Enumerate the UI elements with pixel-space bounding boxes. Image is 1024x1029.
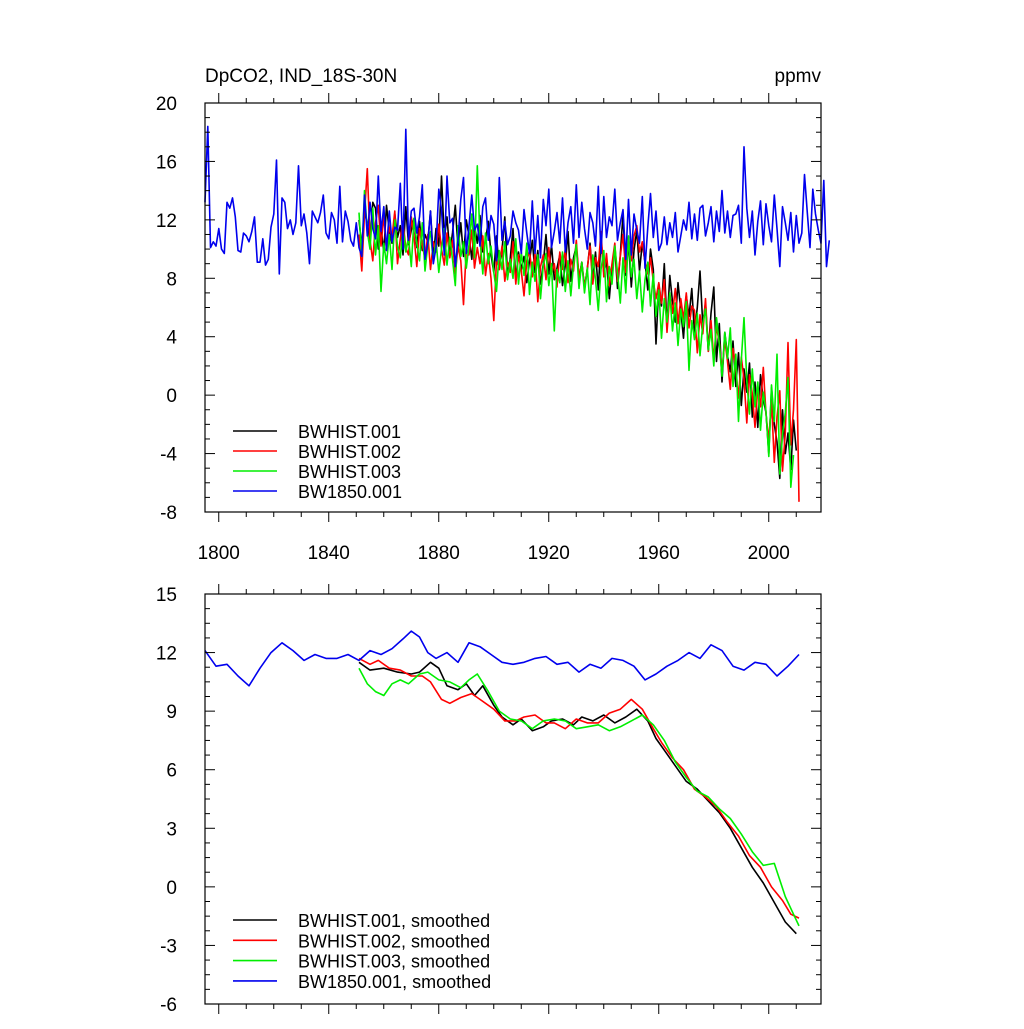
panel-1-y-tick-label: -4 — [160, 445, 177, 466]
panel-1-units: ppmv — [775, 66, 822, 87]
panel-1-y-tick-label: 4 — [166, 328, 177, 349]
panel-2-y-tick-label: 6 — [166, 761, 177, 782]
panel-2-series-bwhist-002-smoothed — [358, 657, 800, 919]
panel-1-legend-label-bw1850-001: BW1850.001 — [298, 482, 402, 502]
panel-1-x-tick-label: 1800 — [198, 543, 240, 564]
panel-1-y-tick-label: 16 — [156, 152, 177, 173]
panel-2-legend-label-bwhist-002-smoothed: BWHIST.002, smoothed — [298, 931, 490, 951]
panel-2-y-tick-label: -6 — [160, 995, 177, 1016]
panel-1-series — [204, 125, 831, 502]
panel-2-y-tick-label: 9 — [166, 702, 177, 723]
panel-1-y-tick-label: -8 — [160, 503, 177, 524]
panel-1-x-tick-label: 2000 — [748, 543, 790, 564]
panel-1-y-tick-label: 8 — [166, 269, 177, 290]
panel-1-y-tick-label: 20 — [156, 94, 177, 115]
panel-2-series-bwhist-003-smoothed — [358, 667, 800, 927]
panel-2-y-tick-label: 3 — [166, 819, 177, 840]
panel-1-legend-label-bwhist-001: BWHIST.001 — [298, 422, 401, 442]
panel-2-y-tick-label: 0 — [166, 878, 177, 899]
panel-1-x-tick-label: 1880 — [418, 543, 460, 564]
panel-1-title: DpCO2, IND_18S-30N — [205, 66, 397, 87]
panel-1-y-tick-label: 0 — [166, 386, 177, 407]
panel-2-y-tick-label: 15 — [156, 585, 177, 606]
panel-2-series-bw1850-001-smoothed — [204, 630, 800, 687]
panel-2-legend-label-bwhist-003-smoothed: BWHIST.003, smoothed — [298, 952, 490, 972]
panel-1-axes: -8 -4 0 4 8 12 16 20 1800 1840 1880 1920 1960 2000 — [156, 93, 822, 564]
panel-1-series-bw1850-001 — [204, 125, 831, 275]
panel-2-axes: -6 -3 0 3 6 9 12 15 — [156, 584, 822, 1016]
panel-1-x-tick-label: 1920 — [528, 543, 570, 564]
panel-2-y-tick-label: 12 — [156, 644, 177, 665]
panel-2-legend-label-bwhist-001-smoothed: BWHIST.001, smoothed — [298, 911, 490, 931]
panel-2-legend-label-bw1850-001-smoothed: BW1850.001, smoothed — [298, 972, 491, 992]
panel-1: DpCO2, IND_18S-30N ppmv -8 -4 0 4 8 12 16 20 180… — [156, 66, 831, 564]
panel-1-x-tick-label: 1840 — [308, 543, 350, 564]
panel-1-legend-label-bwhist-002: BWHIST.002 — [298, 442, 401, 462]
panel-2-y-tick-label: -3 — [160, 936, 177, 957]
panel-2-series-bwhist-001-smoothed — [358, 661, 797, 935]
panel-1-x-tick-label: 1960 — [638, 543, 680, 564]
panel-2-series — [204, 630, 800, 935]
panel-1-legend-label-bwhist-003: BWHIST.003 — [298, 462, 401, 482]
panel-1-y-tick-label: 12 — [156, 211, 177, 232]
